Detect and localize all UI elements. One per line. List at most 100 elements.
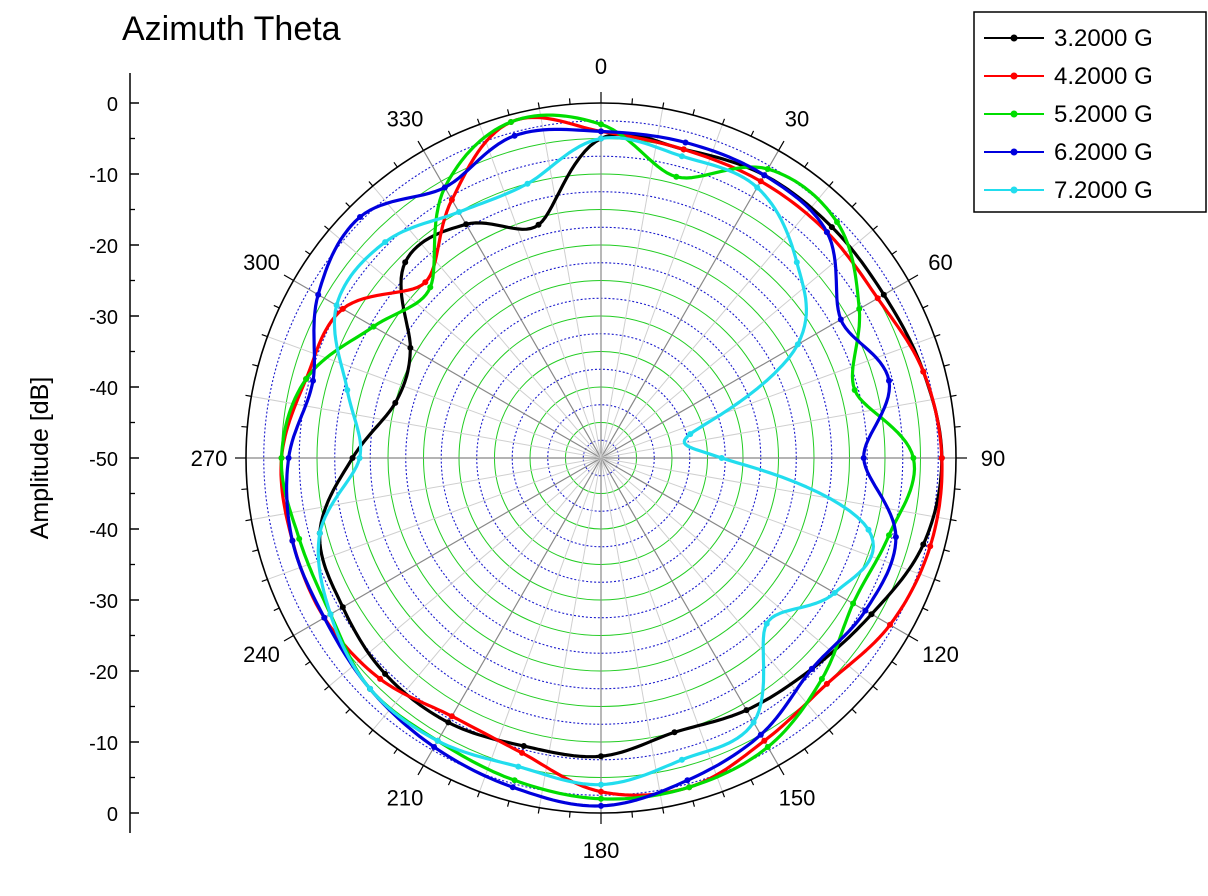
data-point	[865, 526, 872, 533]
angular-tick	[828, 729, 834, 735]
data-point	[392, 399, 399, 406]
angular-tick	[828, 181, 834, 187]
data-point	[718, 455, 725, 461]
data-point	[851, 387, 858, 393]
angular-tick	[721, 791, 726, 798]
data-point	[407, 344, 414, 351]
legend-entry: 3.2000 G	[984, 25, 1153, 52]
angular-tick	[891, 661, 898, 666]
angular-tick	[922, 304, 929, 309]
data-point	[508, 119, 514, 125]
angular-tick	[447, 130, 452, 137]
data-point	[382, 239, 389, 246]
data-point	[680, 146, 687, 153]
grid-spoke	[600, 457, 951, 521]
data-point	[887, 621, 893, 628]
data-point	[886, 532, 892, 539]
angular-tick	[851, 202, 857, 208]
data-point	[850, 600, 857, 607]
grid-spoke	[479, 457, 602, 792]
angular-tick-label: 240	[243, 642, 280, 667]
data-point	[427, 284, 434, 291]
grid-spoke	[600, 229, 874, 459]
data-point	[687, 431, 694, 438]
data-point	[754, 184, 761, 191]
data-point	[927, 543, 934, 550]
grid-spoke	[600, 395, 951, 459]
legend-label: 6.2000 G	[1054, 139, 1153, 166]
angular-tick	[954, 425, 961, 428]
y-tick-label: -30	[89, 307, 118, 329]
angular-tick	[943, 549, 950, 553]
angular-tick	[273, 304, 280, 309]
data-point	[333, 302, 340, 309]
angular-tick	[345, 202, 351, 208]
data-point	[757, 178, 764, 185]
series-layer	[278, 113, 945, 809]
angular-tick	[804, 161, 809, 168]
data-point	[519, 749, 525, 756]
angular-tick	[324, 685, 330, 691]
y-tick-label: -20	[89, 236, 118, 258]
data-point	[382, 670, 389, 677]
angular-tick	[283, 274, 294, 282]
angular-tick-label: 300	[243, 250, 280, 275]
grid-spoke	[600, 108, 664, 459]
data-point	[678, 153, 685, 160]
grid-spoke	[600, 457, 830, 731]
data-point	[339, 604, 346, 611]
data-point	[422, 279, 429, 286]
legend-label: 4.2000 G	[1054, 63, 1153, 90]
legend-marker	[1010, 148, 1018, 156]
y-tick-label: -40	[89, 378, 118, 400]
angular-tick	[304, 250, 311, 255]
data-point	[524, 180, 531, 187]
y-axis-label: Amplitude [dB]	[26, 377, 54, 540]
grid-spoke	[267, 336, 602, 459]
data-point	[834, 219, 840, 225]
angular-tick	[908, 634, 919, 642]
angular-tick	[537, 807, 540, 814]
data-point	[370, 323, 377, 330]
angular-tick	[922, 607, 929, 612]
grid-spoke	[372, 185, 602, 459]
data-point	[434, 737, 441, 744]
angular-tick	[537, 102, 540, 109]
data-point	[285, 455, 292, 461]
grid-spoke	[251, 395, 602, 459]
data-point	[750, 719, 757, 726]
axis-layer: 0 30 60 90 120 150 180 210 240 270 300 330 0 -10 -20 -3…	[89, 54, 1005, 863]
legend-entry: 4.2000 G	[984, 63, 1153, 90]
data-point	[598, 135, 604, 142]
legend-entry: 6.2000 G	[984, 139, 1153, 166]
data-point	[823, 680, 830, 687]
data-point	[874, 295, 881, 302]
angular-tick	[241, 425, 248, 428]
angular-tick	[721, 118, 726, 125]
data-point	[763, 620, 770, 627]
legend-entry: 5.2000 G	[984, 101, 1153, 128]
angular-tick-label: 330	[387, 107, 424, 132]
y-tick-label: -20	[89, 662, 118, 684]
y-tick-label: -50	[89, 449, 118, 471]
data-point	[598, 795, 604, 802]
data-point	[535, 221, 542, 228]
angular-tick	[252, 549, 259, 553]
angular-tick-label: 30	[785, 107, 809, 132]
data-point	[402, 259, 409, 266]
grid-spoke	[600, 185, 830, 459]
angular-tick	[908, 274, 919, 282]
angular-tick	[954, 488, 961, 491]
data-point	[886, 377, 892, 384]
angular-tick	[447, 779, 452, 786]
y-tick-label: -40	[89, 520, 118, 542]
data-point	[315, 291, 322, 298]
angular-tick-label: 150	[779, 786, 816, 811]
angular-tick	[245, 519, 252, 522]
angular-tick	[368, 181, 374, 187]
data-point	[303, 376, 310, 382]
legend-marker	[1010, 186, 1018, 194]
data-point	[598, 781, 604, 788]
data-point	[868, 611, 875, 618]
